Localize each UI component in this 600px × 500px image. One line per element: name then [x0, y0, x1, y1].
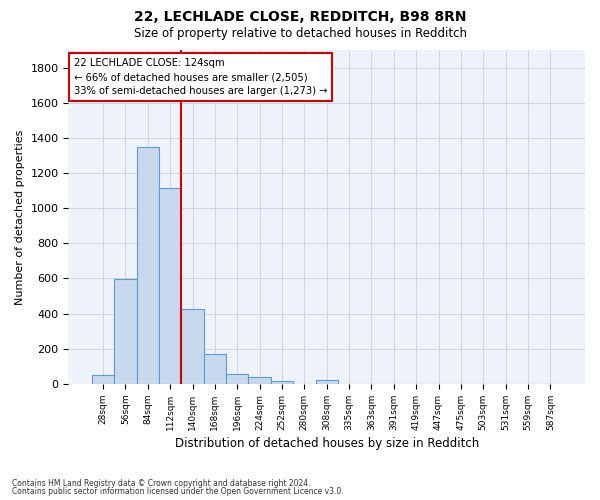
- Bar: [114, 280, 137, 384]
- Bar: [204, 354, 226, 384]
- Text: 22 LECHLADE CLOSE: 124sqm
← 66% of detached houses are smaller (2,505)
33% of se: 22 LECHLADE CLOSE: 124sqm ← 66% of detac…: [74, 58, 327, 96]
- X-axis label: Distribution of detached houses by size in Redditch: Distribution of detached houses by size …: [175, 437, 479, 450]
- Text: Size of property relative to detached houses in Redditch: Size of property relative to detached ho…: [133, 28, 467, 40]
- Bar: [181, 310, 204, 384]
- Bar: [137, 146, 159, 384]
- Bar: [316, 380, 338, 384]
- Text: 22, LECHLADE CLOSE, REDDITCH, B98 8RN: 22, LECHLADE CLOSE, REDDITCH, B98 8RN: [134, 10, 466, 24]
- Bar: [248, 378, 271, 384]
- Bar: [226, 374, 248, 384]
- Bar: [92, 375, 114, 384]
- Text: Contains HM Land Registry data © Crown copyright and database right 2024.: Contains HM Land Registry data © Crown c…: [12, 478, 311, 488]
- Bar: [271, 382, 293, 384]
- Text: Contains public sector information licensed under the Open Government Licence v3: Contains public sector information licen…: [12, 487, 344, 496]
- Y-axis label: Number of detached properties: Number of detached properties: [15, 130, 25, 304]
- Bar: [159, 188, 181, 384]
